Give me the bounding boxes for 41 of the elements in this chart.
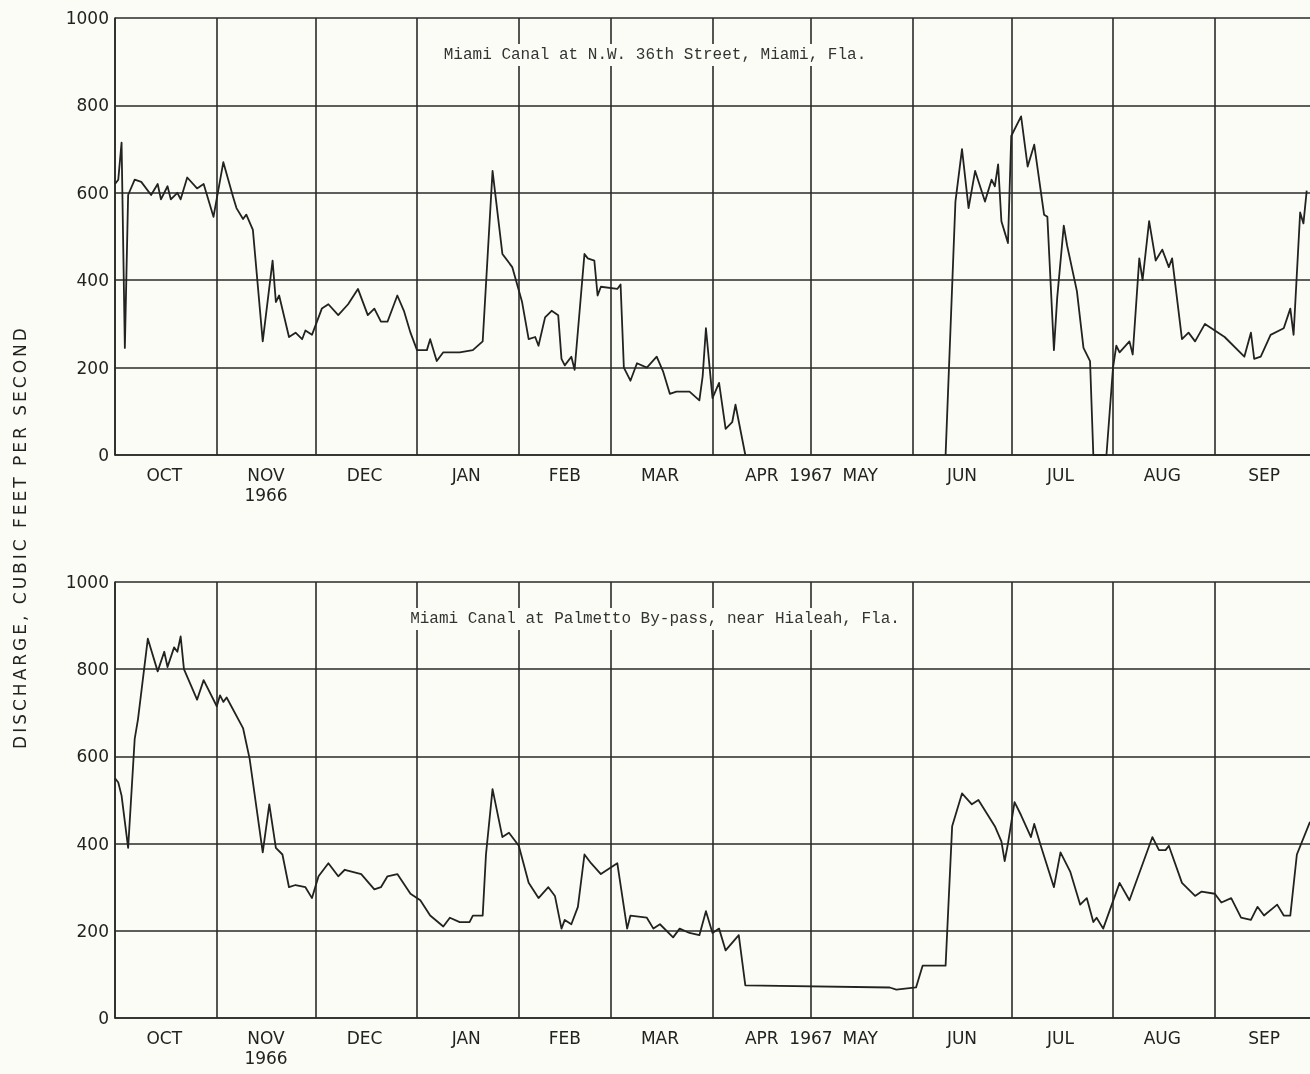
- y-tick-label: 600: [76, 182, 109, 203]
- y-tick-label: 0: [98, 1008, 109, 1028]
- y-tick-label: 600: [76, 746, 109, 767]
- x-tick-label: OCT: [146, 1028, 183, 1048]
- y-tick-label: 400: [76, 270, 109, 291]
- x-tick-label: APR: [744, 465, 779, 485]
- x-tick-label: JUN: [945, 465, 978, 485]
- x-tick-label: DEC: [346, 465, 383, 485]
- x-tick-label: SEP: [1248, 1028, 1280, 1048]
- x-tick-label: 1967: [789, 1028, 833, 1048]
- y-tick-label: 800: [76, 659, 109, 680]
- x-tick-label: DEC: [346, 1028, 383, 1048]
- y-tick-label: 1000: [65, 8, 109, 28]
- x-tick-label: AUG: [1143, 465, 1181, 485]
- x-tick-label: MAY: [842, 465, 879, 485]
- y-tick-label: 1000: [65, 572, 109, 592]
- y-tick-label: 200: [76, 357, 109, 378]
- x-tick-label: SEP: [1248, 465, 1280, 485]
- y-tick-label: 400: [76, 833, 109, 854]
- y-tick-label: 800: [76, 95, 109, 116]
- x-tick-label: FEB: [548, 465, 581, 485]
- x-tick-label: JUL: [1046, 465, 1075, 485]
- x-tick-label: OCT: [146, 465, 183, 485]
- x-tick-label: NOV 1966: [244, 1028, 288, 1068]
- x-tick-label: AUG: [1143, 1028, 1181, 1048]
- y-tick-label: 200: [76, 920, 109, 941]
- y-tick-label: 0: [98, 445, 109, 465]
- x-tick-label: JAN: [450, 1028, 481, 1048]
- text: Miami Canal at N.W. 36th Street, Miami, Fla.: [443, 46, 867, 64]
- y-axis-title: DISCHARGE, CUBIC FEET PER SECOND: [10, 325, 30, 749]
- x-tick-label: MAY: [842, 1028, 879, 1048]
- x-tick-label: JAN: [450, 465, 481, 485]
- x-tick-label: FEB: [548, 1028, 581, 1048]
- x-tick-label: 1967: [789, 465, 833, 485]
- x-tick-label: APR: [744, 1028, 779, 1048]
- x-tick-label: NOV 1966: [244, 465, 288, 505]
- x-tick-label: JUN: [945, 1028, 978, 1048]
- x-tick-label: MAR: [640, 465, 680, 485]
- text: Miami Canal at Palmetto By-pass, near Hialeah, Fla.: [410, 610, 900, 628]
- x-tick-label: MAR: [640, 1028, 680, 1048]
- x-tick-label: JUL: [1046, 1028, 1075, 1048]
